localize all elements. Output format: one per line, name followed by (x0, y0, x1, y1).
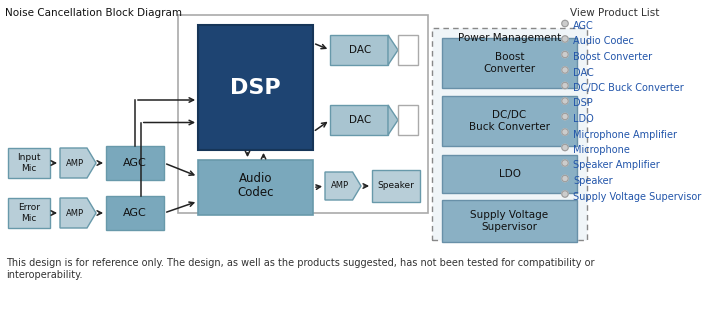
Bar (106, 196, 164, 230)
Text: DSP: DSP (230, 78, 280, 98)
Text: Boost Converter: Boost Converter (573, 52, 652, 62)
Text: AGC: AGC (123, 208, 147, 218)
Bar (442, 200, 577, 242)
Text: AMP: AMP (66, 158, 84, 167)
Text: Microphone: Microphone (573, 145, 630, 155)
Polygon shape (60, 148, 96, 178)
Bar (442, 155, 577, 193)
Bar (106, 146, 164, 180)
Circle shape (562, 175, 568, 182)
Circle shape (562, 82, 568, 89)
Text: DAC: DAC (349, 45, 371, 55)
Polygon shape (60, 198, 96, 228)
Text: View Product List: View Product List (570, 8, 660, 18)
Circle shape (562, 160, 568, 166)
FancyBboxPatch shape (178, 15, 428, 213)
Bar (8, 198, 50, 228)
Bar (398, 105, 418, 135)
Polygon shape (388, 35, 398, 65)
Bar (8, 148, 50, 178)
Bar (198, 160, 313, 215)
Circle shape (562, 51, 568, 58)
Text: LDO: LDO (498, 169, 521, 179)
Bar (330, 35, 388, 65)
Text: Noise Cancellation Block Diagram: Noise Cancellation Block Diagram (5, 8, 182, 18)
Text: This design is for reference only. The design, as well as the products suggested: This design is for reference only. The d… (6, 258, 595, 268)
Polygon shape (388, 105, 398, 135)
Circle shape (562, 113, 568, 120)
Text: Supply Voltage
Supervisor: Supply Voltage Supervisor (470, 210, 549, 232)
Text: Audio Codec: Audio Codec (573, 37, 634, 46)
Polygon shape (325, 172, 361, 200)
Text: Speaker: Speaker (573, 176, 613, 186)
Text: DAC: DAC (349, 115, 371, 125)
Text: DSP: DSP (573, 99, 593, 108)
Bar (442, 96, 577, 146)
Bar (372, 170, 420, 202)
Text: LDO: LDO (573, 114, 594, 124)
Bar (330, 105, 388, 135)
Circle shape (562, 20, 568, 27)
Text: AGC: AGC (573, 21, 594, 31)
Text: AGC: AGC (123, 158, 147, 168)
Text: interoperability.: interoperability. (6, 270, 82, 280)
Text: Boost
Converter: Boost Converter (484, 52, 536, 74)
Bar (198, 25, 313, 150)
Bar (432, 28, 587, 240)
Text: AMP: AMP (331, 181, 349, 191)
Circle shape (562, 36, 568, 42)
Text: Error
Mic: Error Mic (18, 203, 40, 223)
Circle shape (562, 67, 568, 73)
Text: Audio
Codec: Audio Codec (237, 171, 274, 200)
Circle shape (562, 98, 568, 104)
Text: Input
Mic: Input Mic (17, 153, 41, 173)
Text: Speaker Amplifier: Speaker Amplifier (573, 161, 660, 171)
Bar (442, 38, 577, 88)
Text: DC/DC
Buck Converter: DC/DC Buck Converter (469, 110, 550, 132)
Circle shape (562, 191, 568, 197)
Text: DC/DC Buck Converter: DC/DC Buck Converter (573, 83, 684, 93)
Text: DAC: DAC (573, 68, 594, 78)
Text: Microphone Amplifier: Microphone Amplifier (573, 130, 677, 140)
Text: Supply Voltage Supervisor: Supply Voltage Supervisor (573, 192, 702, 202)
Text: AMP: AMP (66, 209, 84, 218)
Text: Speaker: Speaker (378, 181, 415, 191)
Bar (398, 35, 418, 65)
Text: Power Management: Power Management (458, 33, 561, 43)
Circle shape (562, 144, 568, 151)
Circle shape (562, 129, 568, 135)
